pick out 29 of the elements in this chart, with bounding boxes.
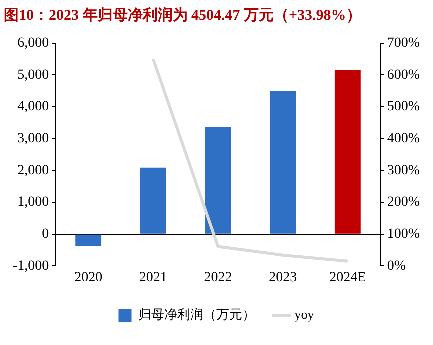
y-tick-label: 0 xyxy=(42,227,50,242)
y-tick-label: 2,000 xyxy=(18,163,50,178)
bar xyxy=(334,70,361,234)
bar xyxy=(270,91,296,234)
y2-tick-label: 100% xyxy=(387,227,420,242)
y2-tick-label: 300% xyxy=(387,163,420,178)
x-tick-label: 2020 xyxy=(74,270,103,286)
x-tick-label: 2023 xyxy=(269,270,298,286)
y-tick-label: 1,000 xyxy=(18,195,50,210)
y-tick-label: 5,000 xyxy=(18,68,50,83)
y2-tick-label: 600% xyxy=(387,68,420,83)
y2-tick-label: 0% xyxy=(387,258,406,274)
bar xyxy=(76,234,102,246)
x-tick-label: 2024E xyxy=(330,270,366,286)
y-tick-label: 3,000 xyxy=(18,132,50,147)
bar xyxy=(205,127,232,234)
legend-label: 归母净利润（万元） xyxy=(138,306,256,322)
x-tick-label: 2021 xyxy=(139,270,168,286)
y2-tick-label: 500% xyxy=(387,100,420,115)
y2-tick-label: 200% xyxy=(387,195,420,210)
y2-tick-label: 400% xyxy=(387,132,420,147)
x-tick-label: 2022 xyxy=(204,270,232,286)
chart-title: 图10：2023 年归母净利润为 4504.47 万元（+33.98%） xyxy=(3,6,362,26)
y2-tick-label: 700% xyxy=(387,36,420,52)
bar xyxy=(140,168,166,234)
y-tick-label: 6,000 xyxy=(18,36,50,52)
y-tick-label: -1,000 xyxy=(12,258,50,274)
y-tick-label: 4,000 xyxy=(18,100,50,115)
legend-label: yoy xyxy=(294,306,315,322)
